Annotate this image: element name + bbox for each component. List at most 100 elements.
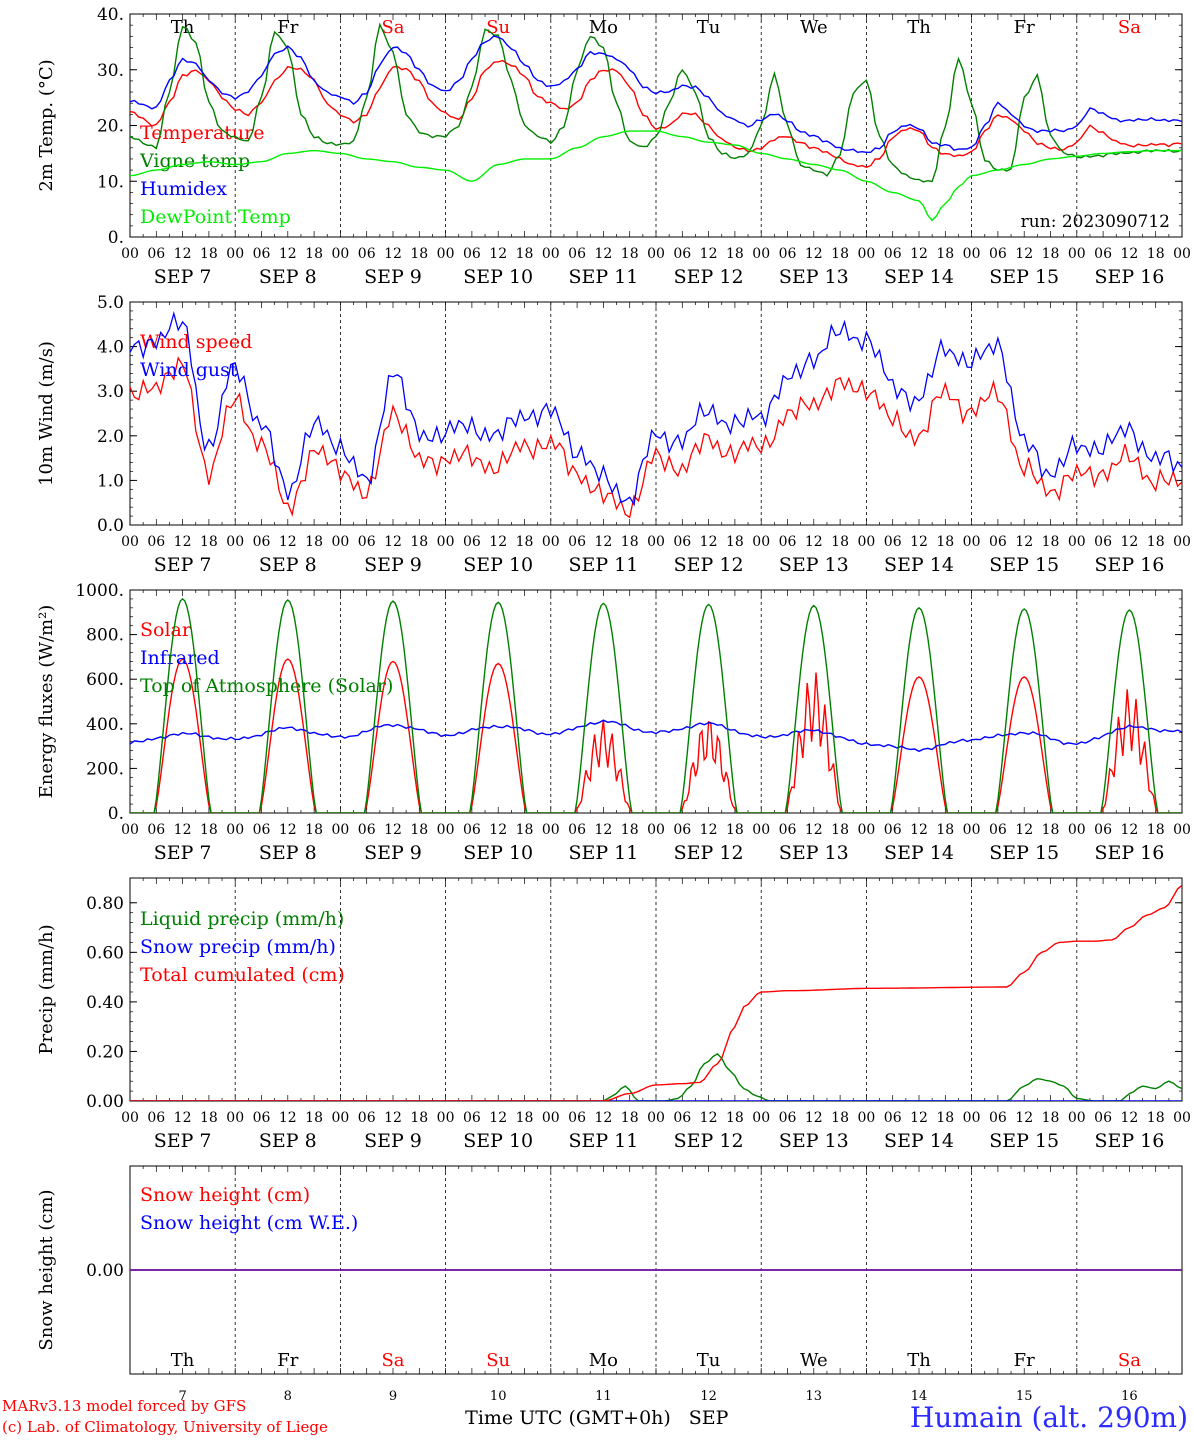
hour-tick-label: 18	[831, 1110, 849, 1126]
y-tick-label: 0.00	[86, 1092, 124, 1112]
weekday-label: Fr	[1014, 1350, 1035, 1371]
series-line-solar	[130, 658, 1182, 813]
y-tick-label: 0.0	[97, 516, 124, 536]
date-label: SEP 16	[1094, 554, 1164, 576]
date-label: SEP 16	[1094, 842, 1164, 864]
hour-tick-label: 18	[726, 246, 744, 262]
hour-tick-label: 18	[831, 534, 849, 550]
hour-tick-label: 12	[489, 822, 507, 838]
hour-tick-label: 18	[516, 534, 534, 550]
hour-tick-label: 06	[884, 822, 902, 838]
hour-tick-label: 18	[726, 1110, 744, 1126]
legend-entry: Solar	[140, 619, 192, 641]
hour-tick-label: 06	[463, 822, 481, 838]
hour-tick-label: 18	[516, 1110, 534, 1126]
hour-tick-label: 06	[358, 534, 376, 550]
hour-tick-label: 06	[568, 822, 586, 838]
hour-tick-label: 06	[779, 246, 797, 262]
weekday-label: Sa	[1118, 1350, 1141, 1371]
weekday-label: Su	[486, 17, 510, 38]
hour-tick-label: 06	[568, 1110, 586, 1126]
hour-tick-label: 12	[279, 1110, 297, 1126]
hour-tick-label: 00	[226, 1110, 244, 1126]
hour-tick-label: 18	[305, 822, 323, 838]
panel-1: 0. 10. 20. 30. 40. 2m Temp. (°C) Th Fr Sa Su Mo Tu W…	[36, 5, 1191, 288]
date-label: SEP 10	[463, 554, 533, 576]
hour-tick-label: 06	[253, 1110, 271, 1126]
weekday-label: Fr	[277, 1350, 298, 1371]
hour-tick-label: 06	[1094, 246, 1112, 262]
hour-tick-label: 18	[305, 246, 323, 262]
hour-tick-label: 18	[410, 1110, 428, 1126]
hour-tick-label: 12	[384, 1110, 402, 1126]
legend-entry: DewPoint Temp	[140, 206, 291, 228]
hour-tick-label: 06	[673, 246, 691, 262]
date-label: SEP 11	[568, 554, 638, 576]
hour-tick-label: 12	[1015, 246, 1033, 262]
hour-tick-label: 12	[1120, 1110, 1138, 1126]
legend-entry: Infrared	[140, 647, 220, 669]
hour-tick-label: 18	[516, 822, 534, 838]
y-tick-label: 600.	[86, 670, 124, 690]
hour-tick-label: 00	[647, 534, 665, 550]
hour-tick-label: 00	[647, 1110, 665, 1126]
series-line-infrared	[130, 719, 1182, 753]
hour-tick-label: 18	[410, 534, 428, 550]
hour-tick-label: 18	[1147, 246, 1165, 262]
hour-tick-label: 12	[279, 822, 297, 838]
hour-tick-label: 00	[331, 1110, 349, 1126]
weekday-label: Fr	[1014, 17, 1035, 38]
weekday-label: Mo	[589, 17, 618, 38]
hour-tick-label: 06	[989, 822, 1007, 838]
plot-frame	[129, 301, 1183, 526]
hour-tick-label: 18	[1042, 1110, 1060, 1126]
hour-tick-label: 18	[726, 534, 744, 550]
y-tick-label: 10.	[97, 172, 124, 192]
date-label: SEP 14	[884, 554, 954, 576]
hour-tick-label: 00	[1173, 822, 1191, 838]
hour-tick-label: 12	[594, 1110, 612, 1126]
hour-tick-label: 06	[147, 822, 165, 838]
legend-entry: Wind speed	[140, 331, 252, 353]
y-tick-label: 1.0	[97, 471, 124, 491]
date-label: SEP 12	[674, 1130, 744, 1152]
hour-tick-label: 00	[121, 246, 139, 262]
date-label: SEP 14	[884, 842, 954, 864]
hour-tick-label: 12	[805, 534, 823, 550]
hour-tick-label: 06	[568, 534, 586, 550]
y-tick-label: 0.20	[86, 1042, 124, 1062]
date-label: SEP 14	[884, 1130, 954, 1152]
hour-tick-label: 00	[437, 246, 455, 262]
y-tick-label: 0.	[108, 228, 124, 248]
date-label: SEP 11	[568, 1130, 638, 1152]
legend-entry: Snow height (cm W.E.)	[140, 1212, 358, 1234]
hour-tick-label: 18	[200, 1110, 218, 1126]
hour-tick-label: 00	[542, 534, 560, 550]
hour-tick-label: 12	[384, 246, 402, 262]
date-label: SEP 8	[259, 554, 317, 576]
date-label: SEP 9	[364, 554, 422, 576]
hour-tick-label: 12	[700, 822, 718, 838]
weekday-label: We	[800, 1350, 828, 1371]
hour-tick-label: 18	[305, 534, 323, 550]
y-tick-label: 30.	[97, 61, 124, 81]
hour-tick-label: 12	[489, 534, 507, 550]
date-label: SEP 16	[1094, 266, 1164, 288]
hour-tick-label: 06	[147, 534, 165, 550]
date-label: SEP 13	[779, 266, 849, 288]
date-label: SEP 9	[364, 266, 422, 288]
legend-entry: Top of Atmosphere (Solar)	[140, 675, 393, 697]
hour-tick-label: 06	[1094, 534, 1112, 550]
weekday-label: Tu	[697, 1350, 721, 1371]
legend-entry: Total cumulated (cm)	[140, 964, 345, 986]
weekday-label: Tu	[697, 17, 721, 38]
hour-tick-label: 06	[779, 534, 797, 550]
y-tick-label: 200.	[86, 759, 124, 779]
footer-model-line: MARv3.13 model forced by GFS	[2, 1397, 247, 1415]
y-tick-label: 40.	[97, 5, 124, 25]
hour-tick-label: 18	[1042, 246, 1060, 262]
hour-tick-label: 00	[1068, 1110, 1086, 1126]
hour-tick-label: 06	[253, 822, 271, 838]
hour-tick-label: 18	[936, 534, 954, 550]
hour-tick-label: 12	[700, 246, 718, 262]
